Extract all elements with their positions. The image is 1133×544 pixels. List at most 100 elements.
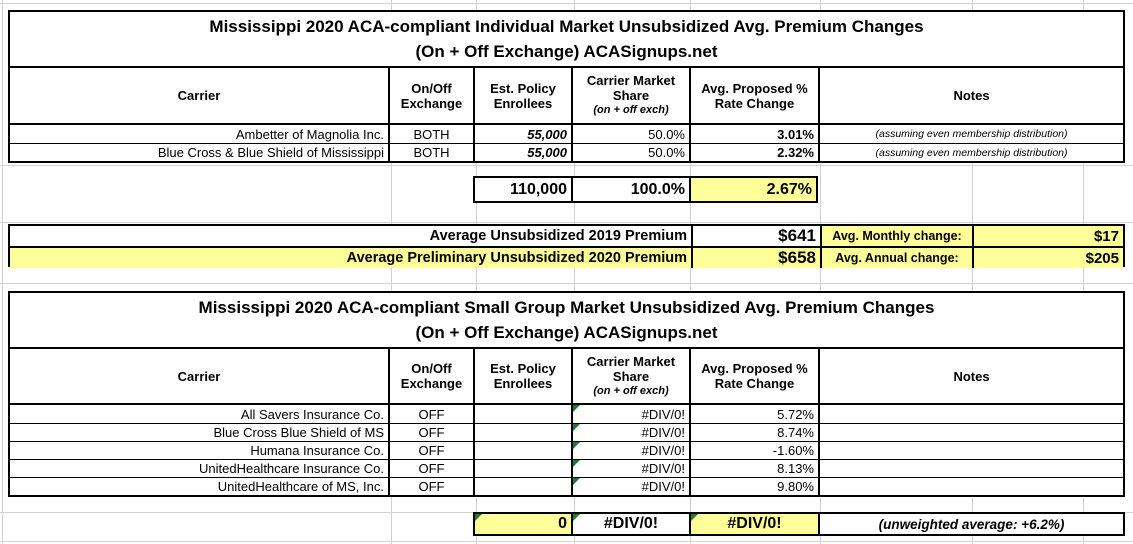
market-share-value: #DIV/0! [641, 461, 685, 476]
error-indicator-icon [573, 424, 580, 431]
notes-cell [818, 405, 1123, 423]
exchange-cell: OFF [388, 460, 473, 477]
individual-table-header-row: Carrier On/Off Exchange Est. Policy Enro… [10, 68, 1123, 125]
market-share-value: #DIV/0! [641, 479, 685, 494]
gridline-horizontal [0, 3, 1133, 4]
header-carrier: Carrier [177, 368, 221, 384]
header-carrier: Carrier [177, 88, 221, 103]
header-market-share: Carrier Market Share (on + off exch) [571, 68, 689, 123]
gridline-vertical [972, 0, 973, 544]
header-exchange: On/Off Exchange [388, 68, 473, 123]
notes-cell: (assuming even membership distribution) [818, 144, 1123, 161]
title-line-1: Mississippi 2020 ACA-compliant Small Gro… [198, 298, 935, 317]
header-market-share: Carrier Market Share (on + off exch) [571, 349, 689, 403]
total-enrollees-cell: 110,000 [510, 180, 567, 198]
carrier-cell: UnitedHealthcare of MS, Inc. [217, 479, 384, 494]
gridline-vertical [476, 0, 477, 544]
header-notes: Notes [818, 349, 1123, 403]
exchange-cell: OFF [388, 424, 473, 441]
gridline-horizontal [0, 541, 1133, 542]
small-group-table-body: All Savers Insurance Co. OFF #DIV/0! 5.7… [10, 405, 1123, 495]
exchange-cell: BOTH [388, 144, 473, 161]
monthly-change-value: $17 [972, 226, 1123, 246]
enrollees-cell [473, 460, 571, 477]
enrollees-cell [473, 442, 571, 459]
exchange-cell: OFF [388, 478, 473, 495]
rate-change-cell: 2.32% [689, 144, 818, 161]
premium-2019-row: Average Unsubsidized 2019 Premium $641 A… [10, 226, 1123, 246]
small-group-totals-row: 0 #DIV/0! #DIV/0! (unweighted average: +… [473, 512, 1125, 536]
notes-cell [818, 424, 1123, 441]
rate-change-cell: 5.72% [689, 405, 818, 423]
gridline-horizontal [0, 283, 1133, 284]
error-indicator-icon [573, 478, 580, 485]
market-share-cell: #DIV/0! [571, 460, 689, 477]
error-indicator-icon [475, 514, 482, 521]
individual-totals-row: 110,000 100.0% 2.67% [473, 176, 818, 203]
table-row: Blue Cross Blue Shield of MS OFF #DIV/0!… [10, 423, 1123, 441]
rate-change-cell: 9.80% [689, 478, 818, 495]
carrier-cell: Ambetter of Magnolia Inc. [235, 126, 384, 142]
enrollees-cell [473, 478, 571, 495]
small-group-table-title: Mississippi 2020 ACA-compliant Small Gro… [10, 293, 1123, 349]
gridline-vertical [391, 0, 392, 544]
table-row: Blue Cross & Blue Shield of Mississippi … [10, 143, 1123, 161]
rate-change-cell: -1.60% [689, 442, 818, 459]
enrollees-cell [473, 424, 571, 441]
rate-change-cell: 8.13% [689, 460, 818, 477]
exchange-cell: OFF [388, 442, 473, 459]
header-notes: Notes [818, 68, 1123, 123]
individual-table-title: Mississippi 2020 ACA-compliant Individua… [10, 12, 1123, 68]
gridline-vertical [1083, 0, 1084, 544]
gridline-horizontal [0, 222, 1133, 223]
header-market-share-label: Carrier Market Share [586, 73, 676, 103]
notes-cell [818, 460, 1123, 477]
annual-change-value: $205 [972, 248, 1123, 268]
notes-cell [818, 442, 1123, 459]
market-share-cell: #DIV/0! [571, 478, 689, 495]
table-row: All Savers Insurance Co. OFF #DIV/0! 5.7… [10, 405, 1123, 423]
market-share-value: #DIV/0! [641, 443, 685, 458]
exchange-cell: OFF [388, 405, 473, 423]
title-line-2: (On + Off Exchange) ACASignups.net [415, 42, 718, 61]
header-enrollees: Est. Policy Enrollees [473, 349, 571, 403]
table-row: UnitedHealthcare of MS, Inc. OFF #DIV/0!… [10, 477, 1123, 495]
gridline-vertical [820, 0, 821, 544]
carrier-cell: Blue Cross & Blue Shield of Mississippi [157, 145, 384, 160]
market-share-cell: #DIV/0! [571, 424, 689, 441]
market-share-cell: #DIV/0! [571, 442, 689, 459]
header-rate-change: Avg. Proposed % Rate Change [689, 349, 818, 403]
gridline-horizontal [0, 165, 1133, 166]
title-line-2: (On + Off Exchange) ACASignups.net [415, 323, 718, 342]
market-share-value: #DIV/0! [641, 406, 685, 422]
total-rate-change-value: #DIV/0! [727, 515, 782, 532]
total-market-share-cell: #DIV/0! [571, 514, 689, 534]
individual-table-body: Ambetter of Magnolia Inc. BOTH 55,000 50… [10, 125, 1123, 161]
notes-cell: (assuming even membership distribution) [818, 125, 1123, 143]
market-share-cell: 50.0% [571, 125, 689, 143]
unweighted-average-note: (unweighted average: +6.2%) [818, 514, 1123, 534]
market-share-cell: 50.0% [571, 144, 689, 161]
rate-change-cell: 3.01% [689, 125, 818, 143]
enrollees-cell [473, 405, 571, 423]
individual-market-table: Mississippi 2020 ACA-compliant Individua… [8, 10, 1125, 163]
carrier-cell: Humana Insurance Co. [250, 443, 384, 458]
exchange-cell: BOTH [388, 125, 473, 143]
premium-2020-value: $658 [691, 248, 820, 268]
total-rate-change-cell: 2.67% [689, 178, 816, 201]
total-enrollees-cell: 0 [475, 514, 571, 534]
header-rate-change: Avg. Proposed % Rate Change [689, 68, 818, 123]
premium-2019-label: Average Unsubsidized 2019 Premium [429, 228, 687, 244]
premium-2020-row: Average Preliminary Unsubsidized 2020 Pr… [10, 246, 1123, 268]
table-row: UnitedHealthcare Insurance Co. OFF #DIV/… [10, 459, 1123, 477]
premium-2019-value: $641 [691, 226, 820, 246]
table-row: Ambetter of Magnolia Inc. BOTH 55,000 50… [10, 125, 1123, 143]
error-indicator-icon [573, 405, 580, 412]
error-indicator-icon [573, 514, 580, 521]
table-row: Humana Insurance Co. OFF #DIV/0! -1.60% [10, 441, 1123, 459]
header-market-share-label: Carrier Market Share [586, 353, 676, 384]
total-market-share-cell: 100.0% [571, 178, 689, 201]
small-group-header-row: Carrier On/Off Exchange Est. Policy Enro… [10, 349, 1123, 405]
market-share-cell: #DIV/0! [571, 405, 689, 423]
